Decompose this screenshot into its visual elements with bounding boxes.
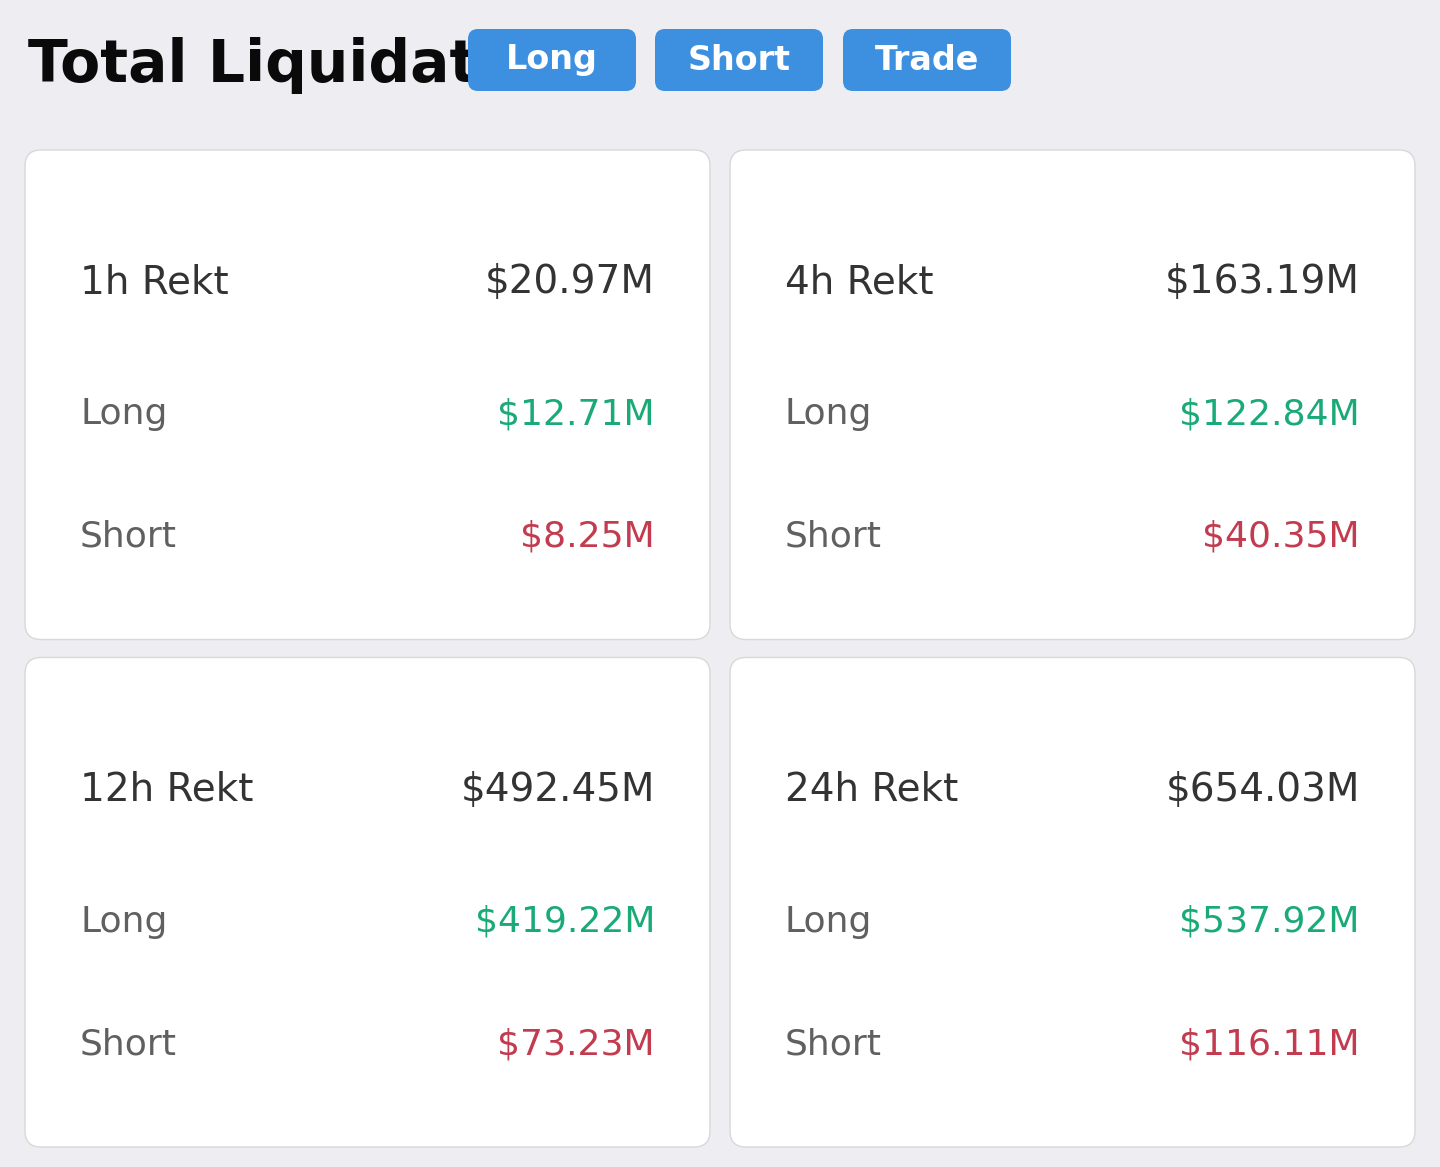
FancyBboxPatch shape (730, 151, 1416, 640)
Text: Long: Long (785, 397, 873, 432)
Text: $122.84M: $122.84M (1179, 397, 1359, 432)
Text: Short: Short (785, 1027, 881, 1061)
Text: $8.25M: $8.25M (520, 519, 655, 553)
FancyBboxPatch shape (842, 29, 1011, 91)
Text: Short: Short (785, 519, 881, 553)
Text: Long: Long (81, 904, 167, 938)
Text: Short: Short (81, 519, 177, 553)
Text: 4h Rekt: 4h Rekt (785, 264, 933, 301)
Text: $492.45M: $492.45M (461, 770, 655, 809)
Text: $163.19M: $163.19M (1165, 264, 1359, 301)
FancyBboxPatch shape (24, 657, 710, 1147)
Text: $116.11M: $116.11M (1179, 1027, 1359, 1061)
Text: $12.71M: $12.71M (497, 397, 655, 432)
FancyBboxPatch shape (655, 29, 824, 91)
FancyBboxPatch shape (730, 657, 1416, 1147)
Text: 1h Rekt: 1h Rekt (81, 264, 229, 301)
Text: $73.23M: $73.23M (497, 1027, 655, 1061)
Text: Long: Long (505, 43, 598, 77)
Text: $40.35M: $40.35M (1202, 519, 1359, 553)
FancyBboxPatch shape (468, 29, 636, 91)
FancyBboxPatch shape (24, 151, 710, 640)
Text: $419.22M: $419.22M (475, 904, 655, 938)
Text: $20.97M: $20.97M (485, 264, 655, 301)
Text: $654.03M: $654.03M (1165, 770, 1359, 809)
Text: 24h Rekt: 24h Rekt (785, 770, 958, 809)
Text: 12h Rekt: 12h Rekt (81, 770, 253, 809)
Text: $537.92M: $537.92M (1179, 904, 1359, 938)
Text: Trade: Trade (876, 43, 979, 77)
Text: Long: Long (785, 904, 873, 938)
Text: Long: Long (81, 397, 167, 432)
Text: Short: Short (81, 1027, 177, 1061)
Text: Short: Short (687, 43, 791, 77)
Text: Total Liquidations: Total Liquidations (27, 36, 613, 93)
